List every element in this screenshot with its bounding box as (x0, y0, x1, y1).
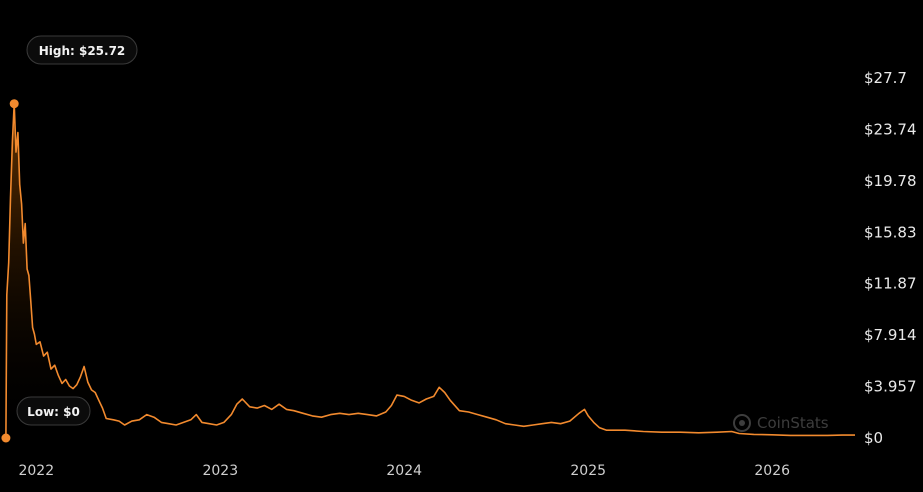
y-tick-label: $19.78 (864, 172, 917, 190)
x-tick-label: 2026 (754, 463, 790, 479)
y-tick-label: $11.87 (864, 275, 917, 293)
y-tick-label: $15.83 (864, 223, 917, 241)
price-area-fill (5, 103, 855, 438)
y-tick-label: $27.7 (864, 69, 907, 87)
high-marker (9, 99, 19, 109)
high-callout: High: $25.72 (26, 35, 138, 65)
y-tick-label: $7.914 (864, 326, 917, 344)
x-tick-label: 2025 (570, 463, 606, 479)
x-tick-label: 2023 (202, 463, 238, 479)
y-tick-label: $0 (864, 429, 883, 447)
price-line (5, 102, 855, 439)
x-tick-label: 2022 (18, 463, 54, 479)
high-label: High: $25.72 (39, 44, 126, 58)
high-callout-bg (26, 35, 138, 65)
watermark-label: CoinStats (757, 414, 829, 432)
x-tick-label: 2024 (386, 463, 422, 479)
low-marker (1, 433, 11, 443)
x-axis: 2022 2023 2024 2025 2026 (18, 463, 790, 479)
low-callout: Low: $0 (16, 396, 91, 426)
y-axis: $27.7 $23.74 $19.78 $15.83 $11.87 $7.914 $3.95… (864, 69, 917, 447)
low-callout-bg (16, 396, 91, 426)
low-label: Low: $0 (27, 405, 80, 419)
coinstats-logo-icon (733, 414, 751, 432)
watermark: CoinStats (733, 414, 829, 432)
y-tick-label: $23.74 (864, 121, 917, 139)
y-tick-label: $3.957 (864, 378, 917, 396)
